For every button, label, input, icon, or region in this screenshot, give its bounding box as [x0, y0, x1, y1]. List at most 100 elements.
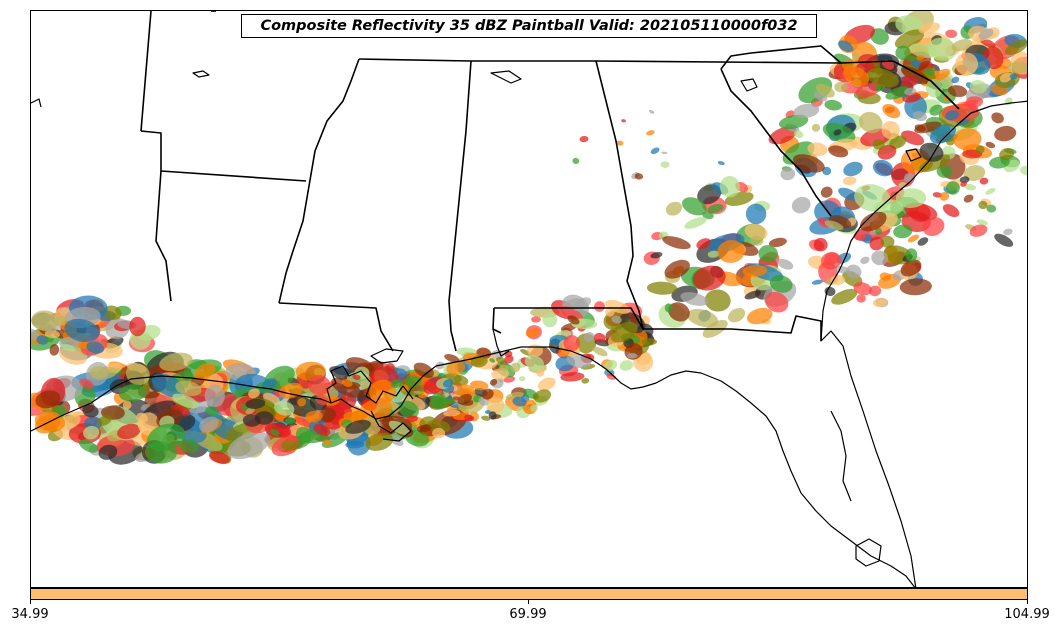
reflectivity-blob [209, 451, 230, 464]
reflectivity-blob [470, 380, 489, 391]
reflectivity-blob [1004, 97, 1013, 106]
reflectivity-blob [648, 109, 655, 114]
reflectivity-blob [978, 200, 988, 210]
reflectivity-blob [611, 315, 622, 324]
reflectivity-blob [512, 396, 527, 407]
reflectivity-blob [918, 22, 941, 34]
reflectivity-blob [929, 123, 957, 144]
reflectivity-blob [567, 315, 580, 325]
reflectivity-blob [117, 423, 141, 440]
reflectivity-blob [594, 301, 605, 312]
reflectivity-blob [978, 28, 994, 40]
reflectivity-blob [895, 188, 927, 209]
reflectivity-blob [55, 314, 66, 326]
reflectivity-blob [147, 423, 186, 452]
reflectivity-blob [846, 264, 862, 279]
reflectivity-blob [665, 201, 683, 216]
reflectivity-blob [947, 85, 968, 98]
atlantic-coast [820, 100, 1027, 587]
reflectivity-blob [122, 400, 132, 410]
reflectivity-blob [959, 176, 970, 184]
reflectivity-blob [319, 407, 336, 423]
tampa-coast [830, 410, 852, 502]
reflectivity-blob [172, 393, 199, 409]
reflectivity-blob [707, 250, 720, 258]
lake-marion [905, 148, 922, 162]
reflectivity-blob [875, 227, 883, 235]
reflectivity-blob [916, 54, 925, 60]
reflectivity-blob [533, 389, 552, 403]
reflectivity-blob [746, 307, 773, 325]
reflectivity-blob [901, 130, 925, 146]
reflectivity-blob [510, 362, 521, 373]
state-boundaries [140, 11, 960, 352]
reflectivity-blob [324, 395, 340, 406]
reflectivity-blob [443, 409, 461, 417]
reflectivity-blob [742, 264, 768, 277]
reflectivity-blob [486, 397, 505, 414]
reflectivity-blob [811, 279, 823, 285]
reflectivity-blob [646, 281, 678, 295]
reflectivity-blob [880, 235, 895, 248]
reflectivity-blob [129, 316, 146, 337]
reflectivity-blob [855, 82, 882, 98]
reflectivity-blob [894, 29, 925, 49]
reflectivity-blob [49, 344, 60, 356]
reflectivity-blob [843, 66, 870, 87]
colorbar-tick-min [30, 600, 31, 604]
reflectivity-blob [82, 404, 99, 418]
reflectivity-blob [36, 335, 49, 345]
reflectivity-blob [853, 282, 872, 296]
reflectivity-blob [684, 216, 708, 229]
reflectivity-blob [717, 161, 725, 166]
reflectivity-blob [964, 184, 977, 191]
reflectivity-blob [286, 395, 317, 417]
reflectivity-blob [768, 126, 797, 145]
reflectivity-blob [205, 406, 219, 416]
reflectivity-blob [969, 224, 988, 237]
reflectivity-blob [664, 259, 690, 279]
reflectivity-blob [951, 39, 973, 52]
state-line-ga-sc [720, 68, 832, 217]
reflectivity-blob [489, 358, 496, 363]
state-line-ar-south [140, 130, 307, 182]
reflectivity-blob [446, 360, 466, 375]
reflectivity-blob [745, 203, 767, 225]
reflectivity-blob [925, 79, 943, 98]
reflectivity-blob [519, 376, 526, 382]
reflectivity-blob [273, 401, 295, 416]
reflectivity-blob [83, 425, 100, 440]
reflectivity-blob [900, 66, 929, 85]
reflectivity-blob [900, 259, 922, 277]
reflectivity-blob [496, 356, 506, 364]
reflectivity-blob [457, 393, 472, 405]
la-bayou-coast [326, 365, 414, 404]
state-line-nc-sc [840, 60, 960, 110]
reflectivity-blob [824, 286, 836, 297]
reflectivity-blob [525, 328, 541, 338]
reflectivity-blob [824, 220, 844, 231]
reflectivity-blob [907, 234, 920, 243]
reflectivity-blob [537, 377, 556, 391]
reflectivity-blob [432, 427, 446, 439]
reflectivity-blob [965, 96, 984, 108]
reflectivity-blob [444, 354, 460, 363]
reflectivity-blob [830, 274, 846, 286]
reflectivity-blob [307, 374, 331, 396]
reflectivity-blob [975, 145, 985, 154]
reflectivity-blob [560, 306, 583, 321]
reflectivity-blob [459, 384, 476, 397]
reflectivity-blob [768, 237, 787, 248]
reflectivity-blob [917, 237, 929, 246]
reflectivity-blob [572, 157, 580, 165]
reflectivity-blob [305, 410, 323, 423]
reflectivity-blob [780, 167, 796, 181]
reflectivity-blob [824, 99, 842, 111]
reflectivity-blob [791, 196, 811, 214]
reflectivity-blob [831, 288, 858, 305]
reflectivity-blob [503, 376, 516, 383]
reflectivity-blob [813, 237, 828, 252]
reflectivity-blob [650, 147, 660, 155]
reflectivity-blob [951, 76, 960, 84]
reservoir-ms [490, 70, 522, 84]
